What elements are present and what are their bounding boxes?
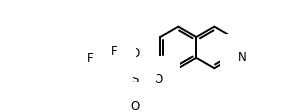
Text: N: N	[238, 51, 247, 64]
Text: O: O	[130, 47, 139, 60]
Text: F: F	[87, 71, 94, 84]
Text: F: F	[87, 52, 94, 65]
Text: O: O	[154, 73, 163, 86]
Text: F: F	[111, 45, 118, 58]
Text: O: O	[130, 100, 139, 112]
Text: S: S	[131, 73, 139, 86]
